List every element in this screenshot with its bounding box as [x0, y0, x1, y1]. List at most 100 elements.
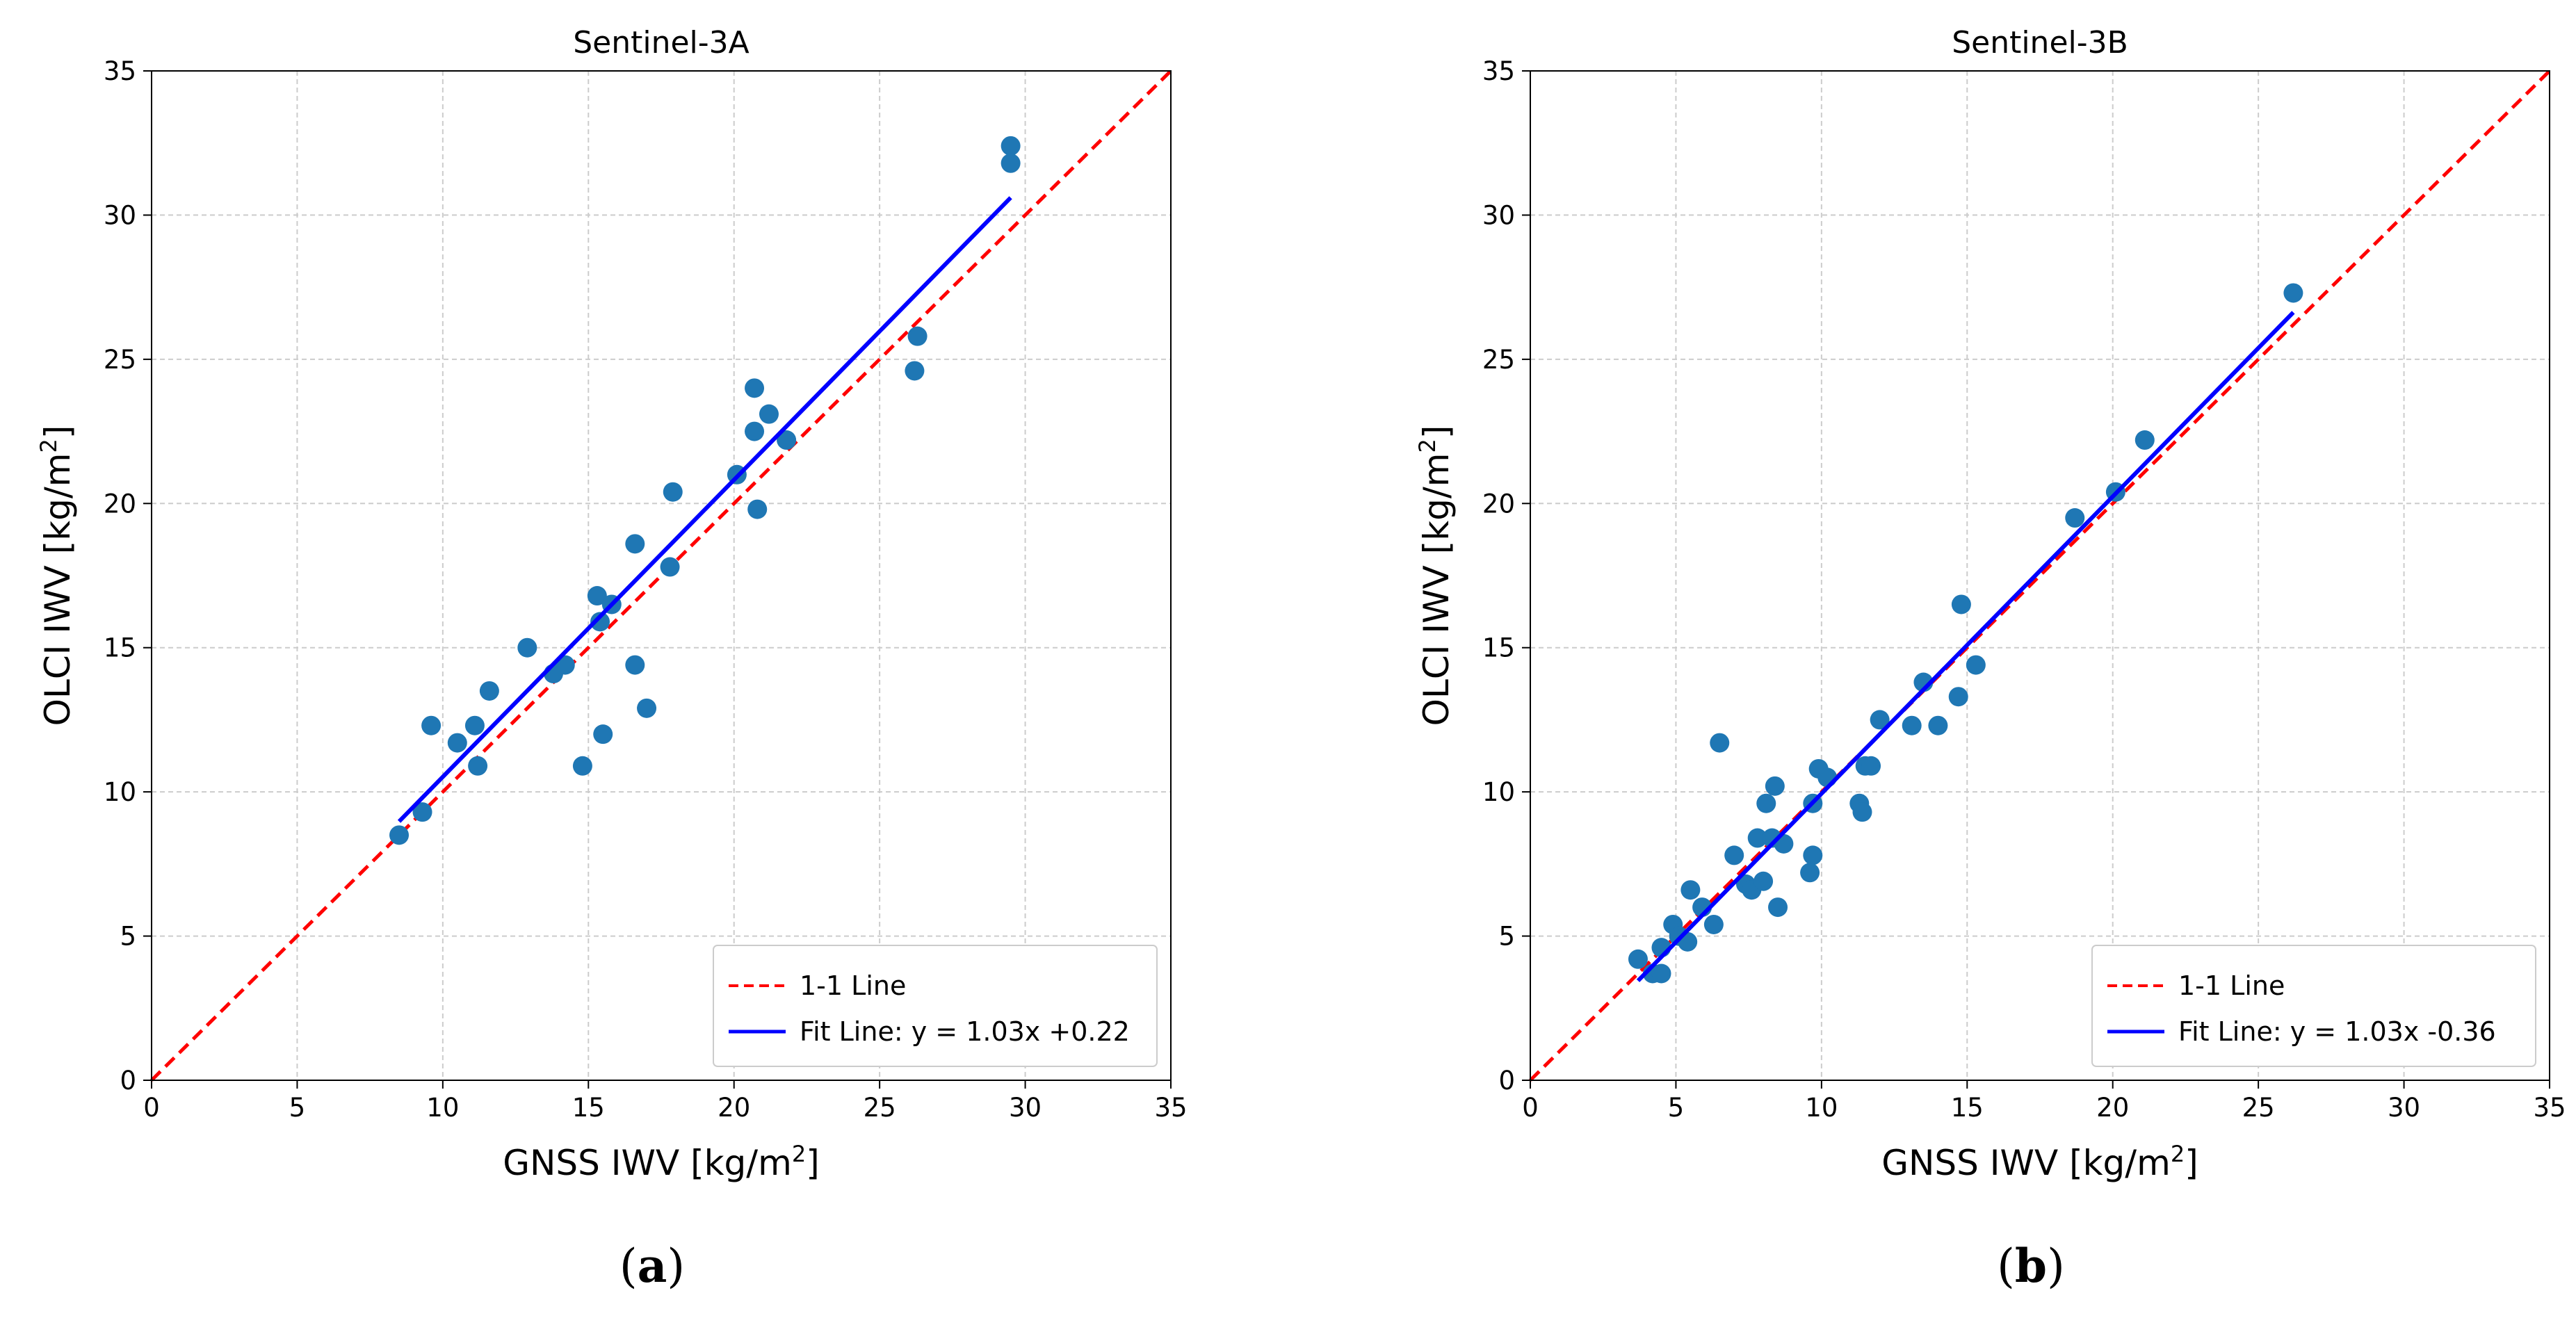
legend: 1-1 Line Fit Line: y = 1.03x -0.36 — [2091, 945, 2536, 1067]
data-point — [1001, 153, 1021, 173]
data-point — [2065, 508, 2085, 528]
data-point — [1651, 963, 1671, 984]
data-point — [421, 715, 442, 735]
y-tick-label: 35 — [104, 56, 136, 86]
data-point — [1928, 715, 1948, 735]
data-point — [747, 499, 768, 519]
data-point — [1753, 871, 1774, 891]
data-point — [777, 430, 797, 450]
panel-caption: (b) — [1997, 1239, 2065, 1293]
x-tick-label: 35 — [2533, 1093, 2566, 1123]
y-tick-label: 0 — [1498, 1066, 1515, 1096]
plot-frame — [151, 70, 1172, 1081]
data-point — [1765, 776, 1785, 796]
legend-label-one-to-one: 1-1 Line — [800, 970, 906, 1001]
x-tick-label: 5 — [1668, 1093, 1685, 1123]
fit-line — [397, 196, 1012, 823]
y-tick-label: 5 — [1498, 922, 1515, 952]
axis-ticks: 0 5 10 15 20 25 30 35 0 5 10 15 20 25 30 35 — [1482, 56, 2566, 1123]
data-point — [625, 534, 645, 554]
y-axis-label: OLCI IWV [kg/m2] — [35, 425, 78, 726]
data-point — [1628, 949, 1648, 969]
axis-ticks: 0 5 10 15 20 25 30 35 0 5 10 15 20 25 30 35 — [104, 56, 1188, 1123]
x-tick-label: 15 — [1951, 1093, 1984, 1123]
data-point — [663, 482, 683, 502]
y-tick-label: 25 — [1482, 345, 1515, 375]
data-point — [759, 404, 779, 424]
x-tick-label: 25 — [2242, 1093, 2275, 1123]
fit-line-layer — [1636, 311, 2295, 982]
data-point — [625, 655, 645, 675]
y-tick-label: 20 — [104, 489, 136, 519]
data-point — [907, 326, 927, 346]
y-tick-label: 30 — [104, 200, 136, 230]
data-point — [1870, 710, 1890, 730]
data-point — [1001, 136, 1021, 156]
x-axis-label: GNSS IWV [kg/m2] — [503, 1141, 819, 1183]
legend-box — [713, 945, 1158, 1067]
data-point — [412, 802, 432, 822]
data-point — [1817, 767, 1838, 788]
data-point — [590, 612, 610, 632]
legend-label-fit: Fit Line: y = 1.03x +0.22 — [800, 1016, 1130, 1047]
x-axis-label: GNSS IWV [kg/m2] — [1881, 1141, 2198, 1183]
fit-line-layer — [397, 196, 1012, 823]
y-tick-label: 0 — [120, 1066, 136, 1096]
data-point — [464, 715, 485, 735]
data-point — [1800, 863, 1820, 883]
legend: 1-1 Line Fit Line: y = 1.03x +0.22 — [713, 945, 1158, 1067]
data-point — [905, 361, 925, 381]
data-point — [555, 655, 575, 675]
data-point — [479, 681, 499, 701]
data-point — [745, 421, 765, 441]
x-tick-label: 5 — [289, 1093, 306, 1123]
panel-sentinel-3b: 0 5 10 15 20 25 30 35 0 5 10 15 20 25 30 35 Sentinel-3B… — [1414, 25, 2566, 1293]
y-tick-label: 15 — [1482, 633, 1515, 663]
panel-caption: (a) — [619, 1239, 685, 1293]
data-point — [572, 756, 592, 776]
data-point — [1710, 733, 1730, 753]
one-to-one-line-layer — [150, 70, 1172, 1082]
y-tick-label: 35 — [1482, 56, 1515, 86]
data-point — [1768, 897, 1788, 918]
legend-label-one-to-one: 1-1 Line — [2178, 970, 2285, 1001]
y-tick-label: 10 — [1482, 777, 1515, 807]
data-point — [447, 733, 467, 753]
scatter-points — [1628, 283, 2303, 984]
plot-frame — [1530, 70, 2550, 1081]
y-axis-label: OLCI IWV [kg/m2] — [1414, 425, 1457, 726]
data-point — [1902, 715, 1922, 735]
data-point — [1852, 802, 1872, 822]
data-point — [1724, 845, 1744, 865]
x-tick-label: 20 — [718, 1093, 750, 1123]
data-point — [660, 557, 680, 577]
fit-line — [1636, 311, 2295, 982]
chart-title: Sentinel-3B — [1952, 25, 2128, 60]
data-point — [1680, 880, 1701, 900]
data-point — [1948, 687, 1968, 707]
x-tick-label: 10 — [1805, 1093, 1838, 1123]
x-tick-label: 0 — [1522, 1093, 1539, 1123]
chart-title: Sentinel-3A — [573, 25, 750, 60]
data-point — [2283, 283, 2303, 303]
x-tick-label: 15 — [572, 1093, 605, 1123]
y-tick-label: 30 — [1482, 200, 1515, 230]
y-tick-label: 25 — [104, 345, 136, 375]
y-tick-label: 5 — [120, 922, 136, 952]
y-tick-label: 15 — [104, 633, 136, 663]
data-point — [587, 586, 607, 606]
data-point — [745, 378, 765, 398]
x-tick-label: 35 — [1154, 1093, 1187, 1123]
data-point — [1951, 594, 1971, 615]
data-point — [517, 637, 537, 658]
x-tick-label: 25 — [864, 1093, 896, 1123]
panel-sentinel-3a: 0 5 10 15 20 25 30 35 0 5 10 15 20 25 30 35 Sentinel-3A… — [35, 25, 1188, 1293]
data-point — [1756, 793, 1776, 813]
x-tick-label: 0 — [143, 1093, 160, 1123]
legend-label-fit: Fit Line: y = 1.03x -0.36 — [2178, 1016, 2496, 1047]
data-point — [1703, 914, 1724, 934]
data-point — [389, 825, 410, 845]
data-point — [1861, 756, 1881, 776]
